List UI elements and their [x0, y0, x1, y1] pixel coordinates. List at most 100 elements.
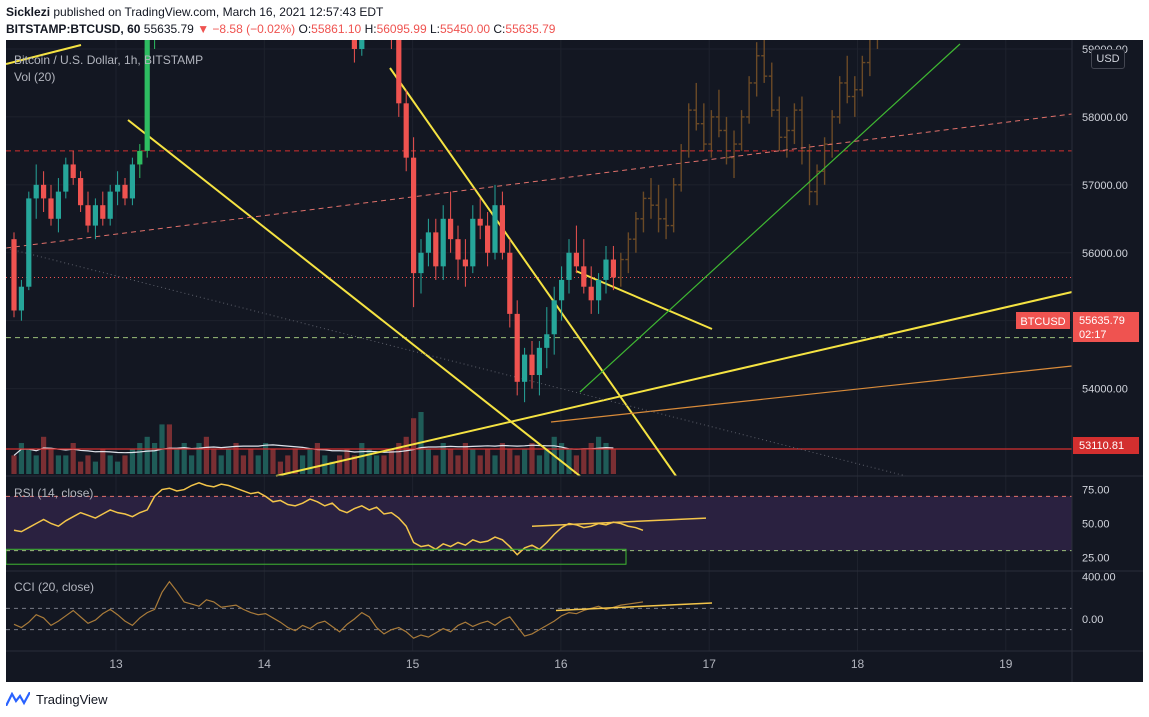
volume-bar — [248, 449, 254, 474]
volume-bar — [137, 443, 143, 474]
volume-bar — [196, 443, 202, 474]
price-tag-bg — [1073, 312, 1139, 342]
axis-labels: 1314151617181954000.0055000.0056000.0057… — [109, 44, 1128, 671]
y-tick-label: 54000.00 — [1082, 384, 1128, 396]
candle-body — [470, 218, 476, 267]
chart-svg[interactable]: 1314151617181954000.0055000.0056000.0057… — [5, 0, 1143, 682]
volume-bar — [181, 443, 187, 474]
y-tick-label: 56000.00 — [1082, 248, 1128, 260]
tradingview-logo-icon — [6, 692, 30, 706]
volume-bar — [107, 455, 113, 474]
trendline-falling-2[interactable] — [389, 67, 677, 477]
volume-bar — [603, 443, 609, 474]
candle-body — [351, 21, 357, 49]
x-tick-label: 15 — [406, 657, 420, 671]
volume-bar — [115, 461, 121, 474]
candle-body — [507, 252, 513, 314]
drawing-layer[interactable] — [5, 43, 1073, 477]
chart-area[interactable]: 1314151617181954000.0055000.0056000.0057… — [5, 0, 1143, 682]
volume-bar — [455, 455, 461, 474]
volume-bar — [396, 443, 402, 474]
volume-bar — [263, 443, 269, 474]
currency-button[interactable]: USD — [1091, 49, 1125, 69]
candle-body — [418, 252, 424, 274]
rsi-trendline[interactable] — [531, 517, 707, 527]
volume-bar — [55, 455, 61, 474]
last-price: 55635.79 — [143, 22, 194, 36]
candle-body — [48, 198, 54, 219]
volume-bar — [536, 455, 542, 474]
trendline-orange[interactable] — [550, 365, 1073, 423]
trendline-dashed-channel[interactable] — [5, 113, 1073, 249]
candle-body — [26, 198, 32, 287]
volume-bar — [588, 443, 594, 474]
x-tick-label: 18 — [851, 657, 865, 671]
volume-bar — [307, 449, 313, 474]
volume-bar — [610, 449, 616, 474]
cci-tick-label: 0.00 — [1082, 614, 1103, 626]
volume-bar — [573, 455, 579, 474]
trendline-falling-1[interactable] — [127, 119, 581, 477]
symbol-tag-bg — [1016, 312, 1070, 329]
footer-brand[interactable]: TradingView — [36, 691, 108, 707]
x-tick-label: 19 — [999, 657, 1013, 671]
volume-bar — [596, 436, 602, 474]
price-tags: BTCUSD 55635.79 02:17 53110.81 — [1016, 312, 1139, 454]
volume-bar — [226, 449, 232, 474]
volume-bar — [566, 449, 572, 474]
high-value: 56095.99 — [376, 22, 427, 36]
cci-trendline[interactable] — [555, 602, 713, 612]
volume-bar — [152, 443, 158, 474]
volume-bar — [492, 455, 498, 474]
x-tick-label: 14 — [258, 657, 272, 671]
candle-body — [115, 184, 121, 192]
volume-bar — [381, 455, 387, 474]
candle-body — [566, 252, 572, 280]
volume-bar — [529, 443, 535, 474]
author-name[interactable]: Sicklezi — [6, 5, 51, 19]
trendline-rising-support[interactable] — [275, 291, 1073, 477]
volume-bar — [18, 443, 24, 474]
rsi-highlight-box[interactable] — [5, 548, 627, 565]
candle-body — [440, 218, 446, 267]
publish-header: Sicklezi published on TradingView.com, M… — [6, 5, 383, 19]
volume-bar — [403, 436, 409, 474]
symbol-label: BITSTAMP:BTCUSD, 60 — [6, 22, 141, 36]
low-value: 55450.00 — [439, 22, 491, 36]
level-tag-bg — [1073, 437, 1139, 454]
trendline-top-left[interactable] — [5, 44, 82, 65]
price-tag-countdown: 02:17 — [1079, 329, 1107, 341]
legend-volume: Vol (20) — [14, 70, 55, 84]
volume-bar — [48, 449, 54, 474]
volume-bar — [499, 443, 505, 474]
trendline-green[interactable] — [579, 43, 961, 393]
candle-body — [485, 225, 491, 253]
volume-bar — [63, 455, 69, 474]
candle-body — [596, 279, 602, 301]
volume-bar — [462, 443, 468, 474]
legend-main: Bitcoin / U.S. Dollar, 1h, BITSTAMP — [14, 53, 203, 67]
volume-bar — [507, 449, 513, 474]
volume-bar — [470, 449, 476, 474]
candle-body — [536, 347, 542, 376]
candle-body — [411, 157, 417, 274]
volume-bar — [388, 449, 394, 474]
y-tick-label: 57000.00 — [1082, 180, 1128, 192]
volume-bar — [314, 443, 320, 474]
legend: Bitcoin / U.S. Dollar, 1h, BITSTAMP Vol … — [14, 53, 203, 594]
candle-body — [551, 300, 557, 335]
volume-layer — [11, 412, 616, 474]
candle-body — [448, 218, 454, 240]
candle-body — [492, 205, 498, 253]
trendline-dotted[interactable] — [5, 247, 907, 477]
volume-bar — [211, 449, 217, 474]
candle-body — [581, 266, 587, 287]
volume-bar — [514, 455, 520, 474]
volume-bar — [78, 461, 84, 474]
symbol-tag: BTCUSD — [1020, 316, 1065, 328]
volume-bar — [85, 455, 91, 474]
rsi-line — [13, 481, 644, 556]
candle-body — [33, 184, 39, 199]
rsi-tick-label: 50.00 — [1082, 519, 1110, 531]
